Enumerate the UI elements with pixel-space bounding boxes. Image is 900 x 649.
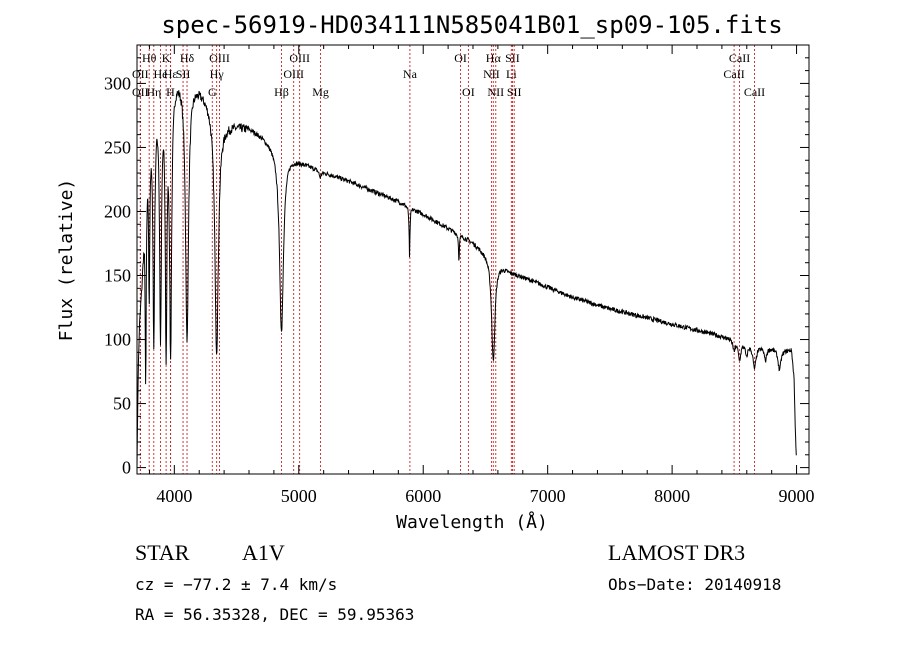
ra-dec: RA = 56.35328, DEC = 59.95363: [135, 605, 414, 624]
marker-label: Hε: [164, 67, 178, 81]
marker-label: Mg: [312, 85, 329, 99]
y-tick-label: 150: [104, 266, 131, 286]
marker-label: H: [166, 85, 175, 99]
spectrum-series: [136, 90, 797, 468]
y-tick-label: 0: [122, 458, 131, 478]
marker-label: CaII: [723, 67, 744, 81]
marker-label: SII: [176, 67, 191, 81]
y-axis-label: Flux (relative): [56, 179, 77, 342]
marker-label: OIII: [283, 67, 304, 81]
marker-label: Hα: [486, 51, 502, 65]
x-tick-label: 4000: [156, 486, 192, 506]
x-axis-label: Wavelength (Å): [396, 511, 548, 533]
marker-label: NII: [487, 85, 504, 99]
marker-label: SII: [507, 85, 522, 99]
survey-name: LAMOST DR3: [608, 540, 745, 565]
x-axis: 4000 5000 6000 7000 8000 9000: [148, 45, 815, 506]
x-tick-label: 6000: [405, 486, 441, 506]
marker-label: He: [154, 67, 168, 81]
observation-date: Obs−Date: 20140918: [608, 575, 781, 594]
x-tick-label: 9000: [779, 486, 815, 506]
object-type: STAR: [135, 540, 190, 565]
plot-frame: [136, 44, 810, 475]
marker-label: Hθ: [142, 51, 157, 65]
spectrum-line: [136, 90, 797, 468]
marker-label: OI: [454, 51, 467, 65]
marker-label: CaII: [744, 85, 765, 99]
marker-label: OII: [132, 85, 149, 99]
spectral-subclass: A1V: [242, 540, 285, 565]
marker-label: Na: [403, 67, 418, 81]
y-tick-label: 50: [113, 394, 131, 414]
y-tick-label: 200: [104, 201, 131, 221]
marker-label: OI: [462, 85, 475, 99]
marker-label: Hγ: [210, 67, 225, 81]
y-tick-label: 100: [104, 330, 131, 350]
y-tick-label: 300: [104, 73, 131, 93]
y-tick-label: 250: [104, 137, 131, 157]
marker-label: K: [162, 51, 171, 65]
marker-label: OIII: [209, 51, 230, 65]
x-tick-label: 8000: [654, 486, 690, 506]
x-tick-label: 7000: [530, 486, 566, 506]
marker-label: G: [208, 85, 217, 99]
marker-label: Li: [506, 67, 517, 81]
marker-label: Hδ: [180, 51, 195, 65]
x-tick-label: 5000: [281, 486, 317, 506]
y-axis: 0 50 100 150 200 250 300: [104, 57, 809, 478]
marker-label: NII: [483, 67, 500, 81]
chart-title: spec-56919-HD034111N585041B01_sp09-105.f…: [161, 11, 782, 39]
marker-label: Hη: [146, 85, 161, 99]
marker-label: SII: [505, 51, 520, 65]
redshift-cz: cz = −77.2 ± 7.4 km/s: [135, 575, 337, 594]
marker-label: Hβ: [274, 85, 289, 99]
marker-label: OIII: [289, 51, 310, 65]
marker-label: CaII: [729, 51, 750, 65]
